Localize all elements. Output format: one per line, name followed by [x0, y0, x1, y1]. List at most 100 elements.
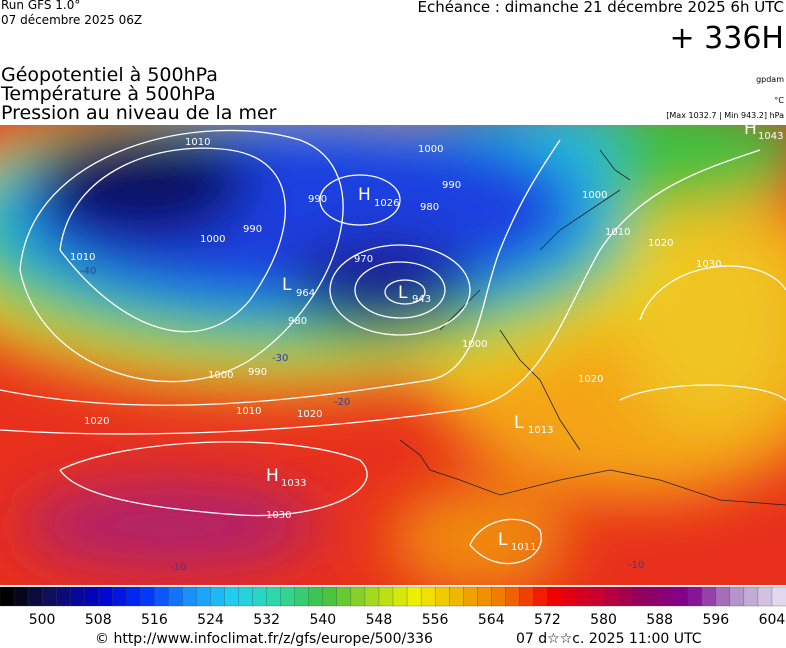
temperature-label: -30 — [272, 353, 288, 364]
colorbar-cell — [645, 586, 661, 607]
colorbar-label: 572 — [534, 612, 561, 628]
colorbar-label: 532 — [253, 612, 280, 628]
colorbar-label: 580 — [590, 612, 617, 628]
colorbar-label: 508 — [85, 612, 112, 628]
colorbar-cell — [252, 586, 268, 607]
colorbar-cell — [589, 586, 605, 607]
isobar-label: 1010 — [70, 252, 95, 263]
isobar-label: 990 — [308, 194, 327, 205]
isobar-label: 1000 — [582, 190, 607, 201]
colorbar-cell — [519, 586, 535, 607]
colorbar-cell — [27, 586, 43, 607]
colorbar-cell — [575, 586, 591, 607]
isobar-label: 1000 — [200, 234, 225, 245]
center-letter: L — [282, 275, 292, 295]
colorbar-cell — [448, 586, 464, 607]
isobar-label: 1020 — [297, 409, 322, 420]
center-letter: H — [744, 119, 757, 139]
colorbar-label: 524 — [197, 612, 224, 628]
isobar-label: 1010 — [236, 406, 261, 417]
temperature-label: -10 — [628, 560, 644, 571]
colorbar-cell — [140, 586, 156, 607]
temperature-label: -10 — [170, 562, 186, 573]
unit: °C — [774, 96, 784, 105]
colorbar-cell — [434, 586, 450, 607]
isobar-label: 1000 — [418, 144, 443, 155]
colorbar: 500 508 516 524 532 540 548 556 564 572 580 588 596 6… — [0, 586, 786, 628]
colorbar-cell — [687, 586, 703, 607]
colorbar-cell — [561, 586, 577, 607]
colorbar-cell — [350, 586, 366, 607]
run-date: 07 décembre 2025 06Z — [1, 13, 142, 27]
isobar-label: 1010 — [185, 137, 210, 148]
temperature-label: -20 — [334, 397, 350, 408]
colorbar-cell — [266, 586, 282, 607]
colorbar-cell — [547, 586, 563, 607]
isobar-label: 1010 — [605, 227, 630, 238]
center-value: 1033 — [281, 478, 306, 489]
isobar-label: 1020 — [578, 374, 603, 385]
colorbar-cell — [210, 586, 226, 607]
colorbar-cell — [294, 586, 310, 607]
colorbar-cell — [617, 586, 633, 607]
colorbar-cell — [420, 586, 436, 607]
center-value: 943 — [412, 294, 431, 305]
issue-date: 07 d☆☆c. 2025 11:00 UTC — [516, 631, 702, 647]
colorbar-cell — [55, 586, 71, 607]
colorbar-cell — [98, 586, 113, 607]
colorbar-cell — [729, 586, 745, 607]
temperature-label: -40 — [80, 266, 96, 277]
center-value: 1026 — [374, 198, 399, 209]
unit: [Max 1032.7 | Min 943.2] hPa — [666, 111, 784, 120]
isobar-label: 1020 — [84, 416, 109, 427]
colorbar-cell — [757, 586, 773, 607]
colorbar-label: 500 — [29, 612, 56, 628]
center-letter: L — [514, 413, 524, 433]
title: Pression au niveau de la mer — [1, 102, 277, 124]
unit: gpdam — [756, 75, 784, 84]
colorbar-cell — [505, 586, 520, 607]
colorbar-label: 556 — [422, 612, 449, 628]
colorbar-cell — [84, 586, 99, 607]
center-letter: L — [498, 530, 508, 550]
isobar-label: 990 — [442, 180, 461, 191]
colorbar-cell — [224, 586, 240, 607]
colorbar-cell — [70, 586, 85, 607]
center-letter: H — [266, 466, 279, 486]
colorbar-cell — [491, 586, 506, 607]
isobar-label: 980 — [288, 316, 307, 327]
colorbar-cell — [364, 586, 380, 607]
colorbar-label: 604 — [759, 612, 786, 628]
colorbar-cell — [154, 586, 170, 607]
colorbar-label: 548 — [366, 612, 393, 628]
colorbar-cell — [673, 586, 689, 607]
center-value: 1043 — [758, 131, 783, 142]
colorbar-cell — [406, 586, 422, 607]
isobar-label: 1020 — [648, 238, 673, 249]
colorbar-cell — [701, 586, 717, 607]
colorbar-cell — [392, 586, 408, 607]
colorbar-cell — [659, 586, 675, 607]
colorbar-cell — [533, 586, 549, 607]
colorbar-cell — [743, 586, 759, 607]
colorbar-cell — [631, 586, 647, 607]
colorbar-cell — [603, 586, 619, 607]
isobar-label: 980 — [420, 202, 439, 213]
isobar-label: 1000 — [208, 370, 233, 381]
lead-time: + 336H — [670, 21, 785, 56]
colorbar-cell — [715, 586, 731, 607]
colorbar-label: 516 — [141, 612, 168, 628]
center-letter: L — [398, 283, 408, 303]
isobar-label: 970 — [354, 254, 373, 265]
colorbar-cell — [182, 586, 198, 607]
isobar-label: 1030 — [266, 510, 291, 521]
colorbar-cell — [41, 586, 57, 607]
colorbar-cell — [280, 586, 296, 607]
colorbar-cell — [477, 586, 492, 607]
colorbar-cell — [336, 586, 352, 607]
colorbar-cell — [196, 586, 212, 607]
colorbar-cell — [0, 586, 15, 607]
center-value: 1013 — [528, 425, 553, 436]
colorbar-label: 540 — [309, 612, 336, 628]
isobar-label: 990 — [243, 224, 262, 235]
